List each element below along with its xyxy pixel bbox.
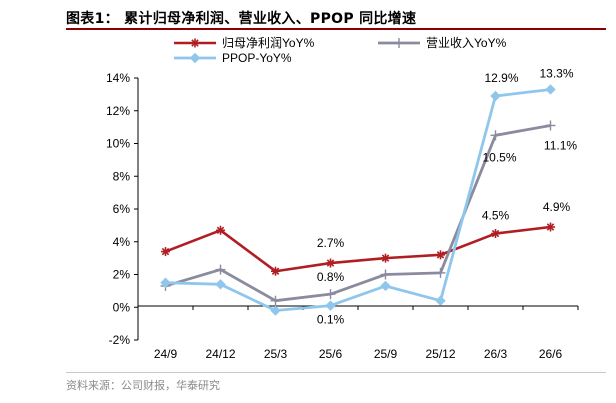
- data-point: [271, 266, 280, 276]
- x-tick-label: 25/9: [374, 347, 398, 361]
- x-tick-label: 25/12: [425, 347, 455, 361]
- data-label: 4.9%: [543, 200, 571, 214]
- header-rule: [66, 28, 606, 30]
- data-point: [545, 120, 556, 131]
- x-tick-label: 26/6: [539, 347, 563, 361]
- legend-item-0: 归母净利润YoY%: [174, 36, 315, 50]
- data-label: 12.9%: [484, 71, 518, 85]
- y-tick-label: 6%: [113, 202, 131, 216]
- source-note: 资料来源：公司财报，华泰研究: [66, 379, 220, 392]
- data-point: [215, 264, 226, 275]
- data-point: [270, 305, 281, 316]
- data-point: [326, 258, 335, 268]
- y-tick-label: 10%: [106, 137, 130, 151]
- data-point: [216, 225, 225, 235]
- data-point: [435, 267, 446, 278]
- data-labels: 2.7% 4.5% 4.9% 0.8% 10.5% 11.1% 0.1% 12.9% 13.3%: [317, 66, 578, 326]
- y-tick-label: 0%: [113, 300, 131, 314]
- axes: -2% 0% 2% 4% 6% 8% 10% 12% 14% 24/9 24/12 25/3 25/6 2…: [106, 71, 579, 361]
- data-point: [215, 279, 226, 290]
- series-line: [165, 225, 551, 273]
- legend-item-1: 营业收入YoY%: [378, 36, 507, 50]
- y-tick-label: -2%: [109, 333, 131, 347]
- data-label: 4.5%: [482, 209, 510, 223]
- series-line: [165, 88, 551, 312]
- y-tick-label: 2%: [113, 268, 131, 282]
- data-label: 2.7%: [317, 236, 345, 250]
- data-point: [490, 90, 501, 102]
- data-point: [545, 84, 556, 95]
- x-tick-label: 24/9: [154, 347, 178, 361]
- data-label: 11.1%: [544, 138, 577, 152]
- figure-title: 图表1： 累计归母净利润、营业收入、PPOP 同比增速: [66, 11, 417, 27]
- x-tick-label: 26/3: [484, 347, 508, 361]
- data-point: [380, 269, 391, 280]
- data-label: 10.5%: [482, 150, 516, 164]
- series-2: [160, 84, 556, 316]
- series-line: [165, 124, 551, 303]
- data-point: [325, 289, 336, 300]
- legend: 归母净利润YoY% 营业收入YoY% PPOP-YoY%: [174, 36, 507, 65]
- data-point: [380, 280, 391, 292]
- data-point: [161, 247, 170, 257]
- y-tick-label: 8%: [113, 169, 131, 183]
- legend-label: 归母净利润YoY%: [222, 36, 315, 50]
- data-label: 0.8%: [317, 270, 345, 284]
- data-label: 13.3%: [539, 66, 573, 80]
- legend-marker: [190, 38, 200, 48]
- data-point: [270, 295, 281, 306]
- y-tick-label: 12%: [106, 104, 130, 118]
- data-point: [325, 300, 336, 311]
- data-point: [435, 295, 446, 306]
- series-layer: [160, 84, 556, 316]
- data-point: [490, 130, 501, 141]
- data-point: [381, 253, 390, 263]
- data-point: [160, 277, 171, 288]
- data-point: [546, 222, 555, 232]
- bottom-rule: [66, 372, 606, 373]
- data-point: [491, 229, 500, 239]
- legend-marker: [394, 38, 404, 48]
- legend-item-2: PPOP-YoY%: [174, 51, 292, 65]
- legend-label: 营业收入YoY%: [426, 36, 507, 50]
- data-label: 0.1%: [317, 313, 345, 327]
- y-tick-label: 4%: [113, 235, 131, 249]
- x-tick-label: 25/3: [264, 347, 288, 361]
- x-tick-label: 25/6: [319, 347, 343, 361]
- legend-label: PPOP-YoY%: [222, 51, 292, 65]
- legend-marker: [189, 52, 201, 64]
- data-point: [436, 250, 445, 260]
- series-0: [161, 222, 555, 276]
- y-tick-label: 14%: [106, 71, 130, 85]
- x-tick-label: 24/12: [205, 347, 235, 361]
- figure-header: 图表1： 累计归母净利润、营业收入、PPOP 同比增速: [66, 6, 606, 30]
